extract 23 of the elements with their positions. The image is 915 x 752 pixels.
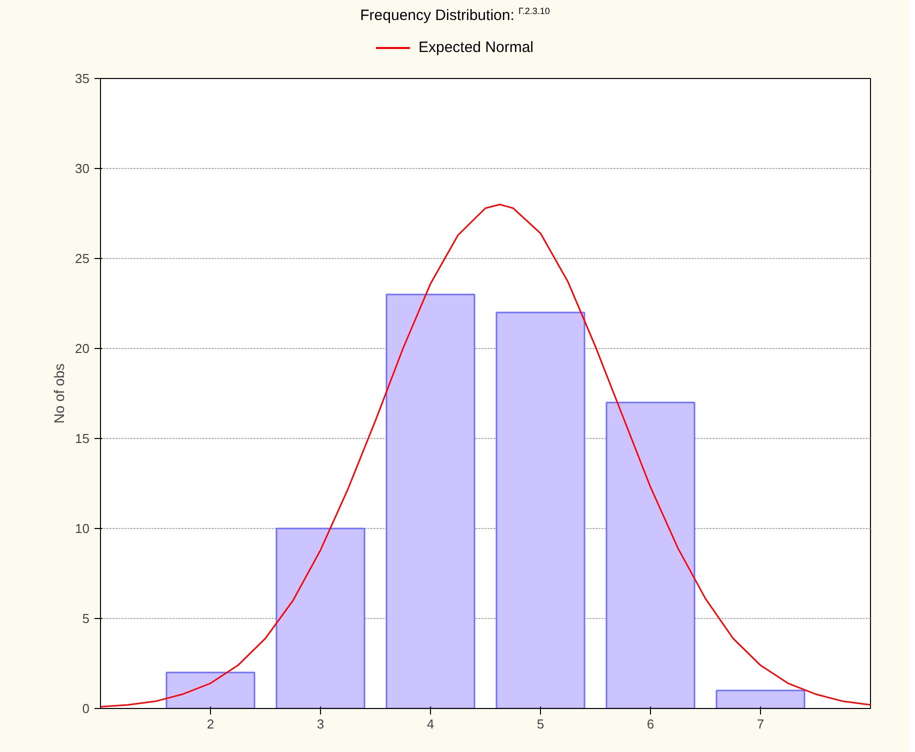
y-tick-label: 10 [75, 521, 90, 536]
y-tick-label: 5 [82, 611, 90, 626]
x-tick-label: 4 [426, 716, 434, 732]
x-tick-label: 6 [646, 716, 654, 732]
y-axis-title: No of obs [51, 364, 68, 424]
x-tick-label: 5 [536, 716, 544, 732]
chart-title: Frequency Distribution: $^{Г.2.3.10}$ [360, 5, 550, 26]
x-tick-label: 3 [316, 716, 324, 732]
bar [386, 294, 476, 708]
y-tick-label: 35 [75, 71, 90, 86]
legend-label: Expected Normal [418, 39, 534, 56]
y-tick-label: 0 [82, 701, 90, 716]
y-tick-label: 15 [75, 431, 90, 446]
bar [716, 690, 806, 708]
y-tick-label: 25 [75, 251, 90, 266]
x-tick-label: 7 [756, 716, 764, 732]
x-tick-label: 2 [206, 716, 214, 732]
bar [496, 312, 586, 708]
bar [276, 528, 366, 708]
bar [166, 672, 256, 708]
bar [606, 402, 696, 708]
y-tick-label: 30 [75, 161, 90, 176]
y-tick-label: 20 [75, 341, 90, 356]
